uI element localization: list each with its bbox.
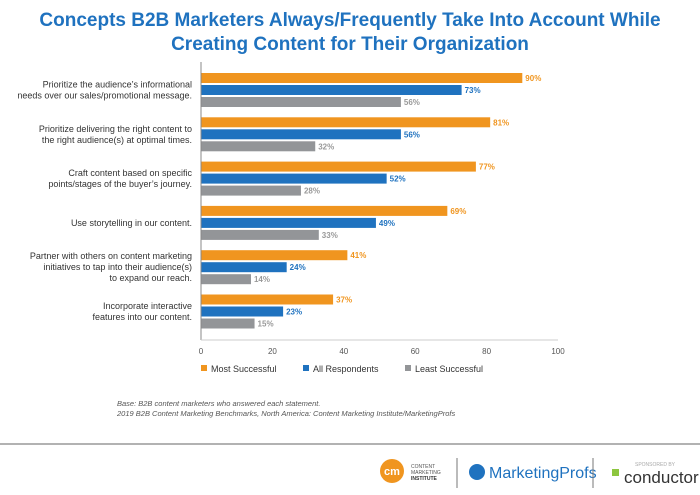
category-label: features into our content. (92, 312, 192, 322)
svg-text:INSTITUTE: INSTITUTE (411, 476, 437, 482)
svg-text:cm: cm (384, 466, 400, 478)
legend-label: Most Successful (211, 364, 277, 374)
bar (201, 294, 334, 305)
category-label: to expand our reach. (109, 273, 192, 283)
bar (201, 229, 319, 240)
bar (201, 217, 376, 228)
bar (201, 173, 387, 184)
chart-title-line2: Creating Content for Their Organization (171, 34, 529, 55)
bar (201, 141, 316, 152)
bar (201, 73, 523, 83)
bar (201, 250, 348, 261)
data-label: 24% (290, 263, 306, 272)
x-tick-label: 60 (411, 347, 420, 356)
bar (201, 262, 287, 273)
svg-text:CONTENT: CONTENT (411, 464, 435, 470)
category-label: needs over our sales/promotional message… (17, 91, 192, 101)
x-tick-label: 100 (551, 347, 565, 356)
data-label: 73% (465, 86, 481, 95)
data-label: 14% (254, 275, 270, 284)
data-label: 32% (318, 142, 334, 151)
category-label: the right audience(s) at optimal times. (42, 135, 192, 145)
data-label: 28% (304, 187, 320, 196)
data-label: 33% (322, 231, 338, 240)
data-label: 90% (525, 74, 541, 83)
bar (201, 161, 476, 172)
bar (201, 97, 401, 107)
data-label: 77% (479, 163, 495, 172)
x-tick-label: 40 (339, 347, 348, 356)
x-tick-label: 0 (199, 347, 204, 356)
data-label: 41% (350, 251, 366, 260)
data-label: 52% (390, 175, 406, 184)
category-label: Incorporate interactive (103, 301, 192, 311)
x-tick-label: 20 (268, 347, 277, 356)
legend-swatch (405, 365, 411, 371)
svg-text:MarketingProfs: MarketingProfs (489, 465, 597, 482)
data-label: 81% (493, 118, 509, 127)
footnote-base: Base: B2B content marketers who answered… (117, 399, 320, 408)
category-label: Use storytelling in our content. (71, 218, 192, 228)
legend-swatch (201, 365, 207, 371)
legend-label: All Respondents (313, 364, 379, 374)
data-label: 56% (404, 98, 420, 107)
category-label: Prioritize the audience’s informational (43, 80, 192, 90)
bar (201, 274, 251, 285)
svg-text:conductor: conductor (624, 468, 699, 487)
conductor-logo: conductor (612, 468, 699, 487)
bar (201, 85, 462, 95)
legend-swatch (303, 365, 309, 371)
category-label: Partner with others on content marketing (30, 251, 192, 261)
bar (201, 318, 255, 329)
category-label: Prioritize delivering the right content … (39, 124, 192, 134)
bar (201, 117, 491, 128)
footnote-source: 2019 B2B Content Marketing Benchmarks, N… (116, 409, 455, 418)
marketingprofs-logo: MarketingProfs (469, 464, 597, 482)
bar (201, 205, 448, 216)
x-tick-label: 80 (482, 347, 491, 356)
data-label: 23% (286, 308, 302, 317)
sponsored-label: SPONSORED BY (635, 462, 676, 468)
bar (201, 185, 301, 196)
chart-title-line1: Concepts B2B Marketers Always/Frequently… (39, 10, 660, 31)
bar (201, 129, 401, 140)
data-label: 37% (336, 296, 352, 305)
data-label: 69% (450, 207, 466, 216)
category-label: initiatives to tap into their audience(s… (43, 262, 192, 272)
data-label: 56% (404, 130, 420, 139)
category-label: Craft content based on specific (68, 168, 192, 178)
data-label: 15% (258, 320, 274, 329)
category-label: points/stages of the buyer’s journey. (48, 179, 192, 189)
cmi-logo: cm CONTENT MARKETING INSTITUTE (380, 459, 441, 483)
legend-label: Least Successful (415, 364, 483, 374)
data-label: 49% (379, 219, 395, 228)
bar (201, 306, 284, 317)
svg-text:MARKETING: MARKETING (411, 470, 441, 476)
